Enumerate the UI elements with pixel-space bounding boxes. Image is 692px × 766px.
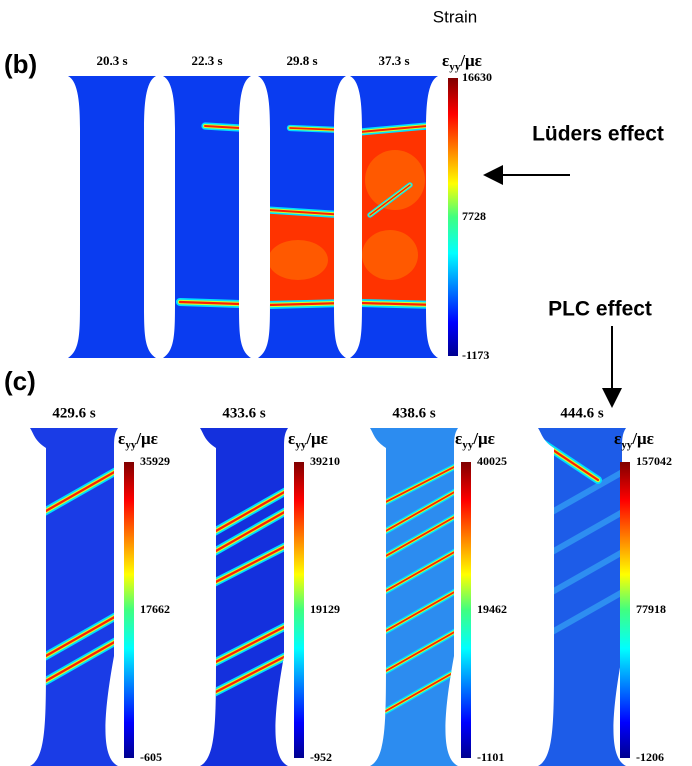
specimen bbox=[538, 428, 626, 766]
colorbar-label: εyy/με bbox=[118, 429, 158, 451]
strain-band bbox=[178, 300, 242, 306]
panel-label: (c) bbox=[4, 366, 36, 396]
strain-band bbox=[289, 127, 341, 131]
symbol: ε bbox=[455, 429, 462, 448]
time-label: 22.3 s bbox=[191, 53, 222, 68]
symbol: ε bbox=[288, 429, 295, 448]
time-label: 433.6 s bbox=[222, 405, 266, 421]
colorbar bbox=[448, 78, 458, 356]
strain-band bbox=[204, 125, 241, 129]
strain-band bbox=[369, 184, 411, 216]
specimen-body bbox=[68, 76, 156, 358]
specimen bbox=[350, 76, 438, 358]
panel-label: (b) bbox=[4, 49, 37, 79]
time-label: 438.6 s bbox=[392, 405, 436, 421]
specimen bbox=[200, 428, 288, 766]
unit: /με bbox=[135, 429, 158, 448]
colorbar bbox=[461, 462, 471, 758]
subscript: yy bbox=[449, 61, 461, 73]
specimen bbox=[30, 428, 118, 766]
annotation: PLC effect bbox=[548, 298, 652, 321]
colorbar-tick-label: -605 bbox=[140, 750, 162, 764]
figure-title: Strain bbox=[433, 7, 477, 26]
colorbar-tick-label: -1101 bbox=[477, 750, 504, 764]
strain-zone bbox=[365, 150, 425, 210]
unit: /με bbox=[472, 429, 495, 448]
colorbar-tick-label: 40025 bbox=[477, 454, 507, 468]
colorbar-tick-label: 16630 bbox=[462, 70, 492, 84]
time-label: 29.8 s bbox=[286, 53, 317, 68]
unit: /με bbox=[459, 51, 482, 70]
unit: /με bbox=[305, 429, 328, 448]
symbol: ε bbox=[442, 51, 449, 70]
colorbar bbox=[124, 462, 134, 758]
time-label: 37.3 s bbox=[378, 53, 409, 68]
colorbar-tick-label: 19462 bbox=[477, 602, 507, 616]
colorbar bbox=[294, 462, 304, 758]
colorbar-tick-label: -1173 bbox=[462, 348, 489, 362]
subscript: yy bbox=[462, 439, 474, 451]
symbol: ε bbox=[614, 429, 621, 448]
colorbar-tick-label: 7728 bbox=[462, 209, 486, 223]
strain-zone bbox=[362, 230, 418, 280]
colorbar-tick-label: -1206 bbox=[636, 750, 664, 764]
colorbar-label: εyy/με bbox=[288, 429, 328, 451]
colorbar-tick-label: 157042 bbox=[636, 454, 672, 468]
annotation: Lüders effect bbox=[532, 123, 664, 146]
colorbar-label: εyy/με bbox=[442, 51, 482, 73]
subscript: yy bbox=[621, 439, 633, 451]
strain-band bbox=[267, 209, 346, 216]
subscript: yy bbox=[125, 439, 137, 451]
subscript: yy bbox=[295, 439, 307, 451]
specimen-body bbox=[200, 428, 288, 766]
strain-zone bbox=[268, 240, 328, 280]
colorbar-label: εyy/με bbox=[614, 429, 654, 451]
strain-band bbox=[359, 124, 438, 133]
colorbar-tick-label: 19129 bbox=[310, 602, 340, 616]
unit: /με bbox=[631, 429, 654, 448]
symbol: ε bbox=[118, 429, 125, 448]
specimen bbox=[68, 76, 156, 358]
colorbar-tick-label: 17662 bbox=[140, 602, 170, 616]
specimen bbox=[163, 76, 251, 358]
colorbar-tick-label: 77918 bbox=[636, 602, 666, 616]
time-label: 429.6 s bbox=[52, 405, 96, 421]
colorbar-tick-label: 35929 bbox=[140, 454, 170, 468]
strain-band bbox=[266, 301, 346, 307]
time-label: 444.6 s bbox=[560, 405, 604, 421]
strain-band bbox=[358, 301, 438, 307]
specimen-body bbox=[163, 76, 251, 358]
colorbar bbox=[620, 462, 630, 758]
colorbar-label: εyy/με bbox=[455, 429, 495, 451]
time-label: 20.3 s bbox=[96, 53, 127, 68]
specimen bbox=[258, 76, 346, 358]
colorbar-tick-label: 39210 bbox=[310, 454, 340, 468]
colorbar-tick-label: -952 bbox=[310, 750, 332, 764]
specimen bbox=[370, 428, 458, 766]
